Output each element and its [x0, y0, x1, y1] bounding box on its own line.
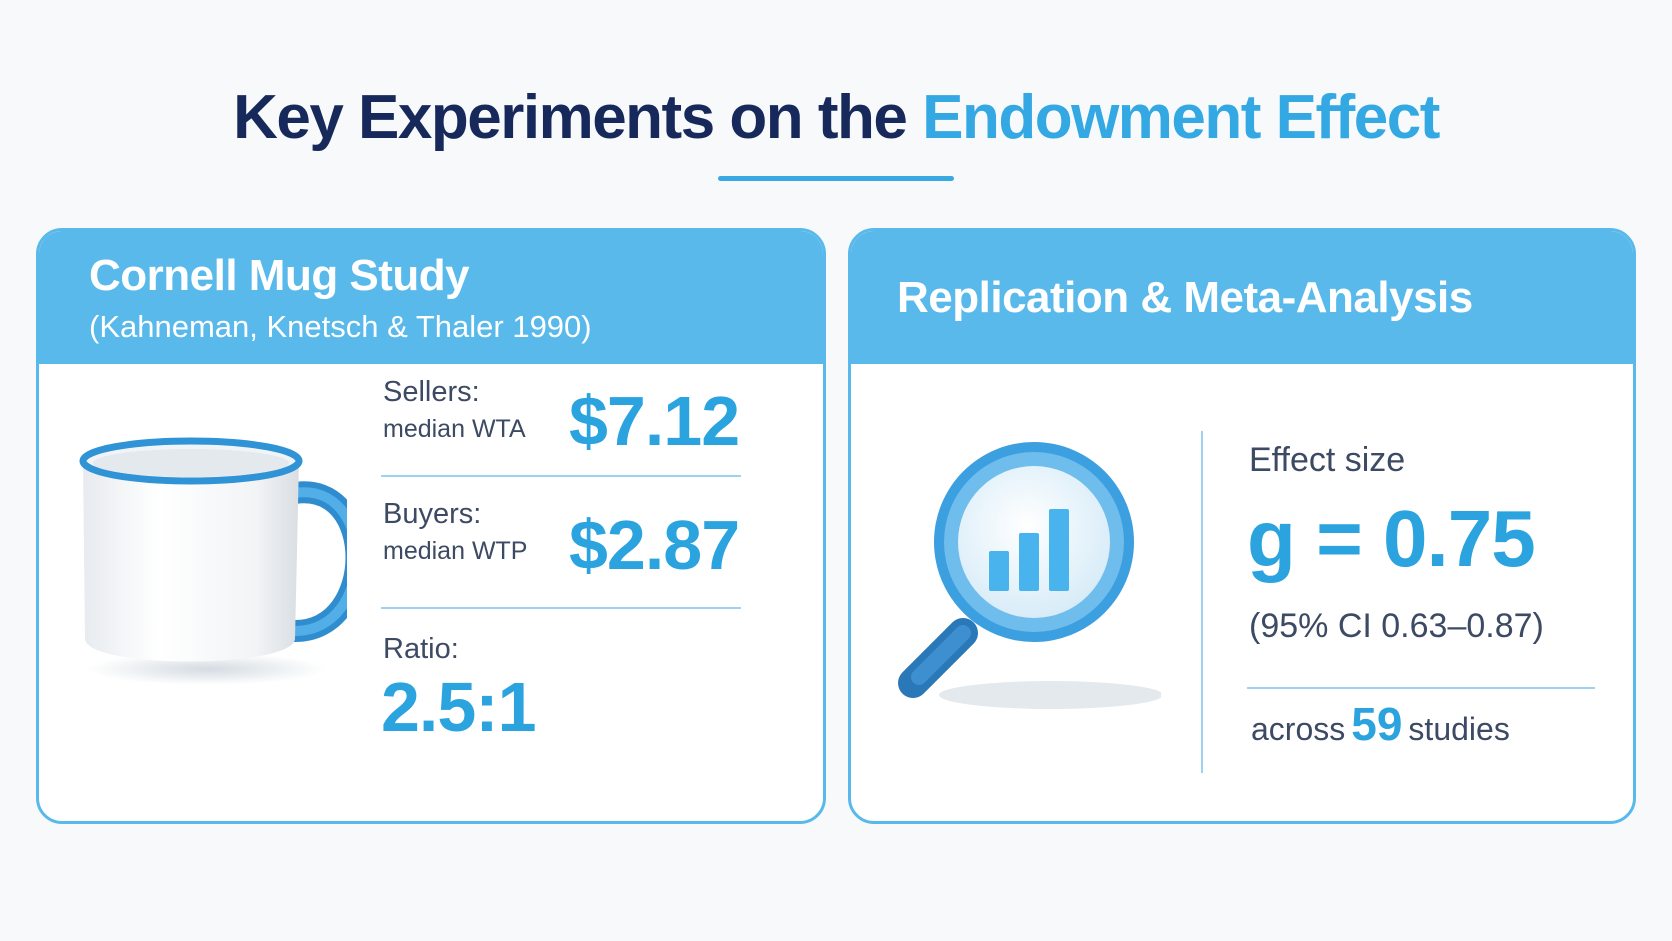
replication-meta-analysis-card: Replication & Meta-Analysis Effect size …	[848, 228, 1636, 824]
sellers-value: $7.12	[569, 382, 740, 460]
buyers-value: $2.87	[569, 506, 740, 584]
ratio-value: 2.5:1	[381, 668, 537, 746]
study-count-line: across 59 studies	[1251, 697, 1510, 751]
card-title: Cornell Mug Study	[89, 251, 470, 300]
study-count: 59	[1351, 698, 1403, 750]
card-subtitle: (Kahneman, Knetsch & Thaler 1990)	[89, 309, 592, 344]
title-underline	[718, 176, 954, 181]
divider	[381, 475, 741, 477]
confidence-interval: (95% CI 0.63–0.87)	[1249, 607, 1544, 645]
card-header: Cornell Mug Study (Kahneman, Knetsch & T…	[39, 231, 823, 364]
across-prefix: across	[1251, 711, 1346, 747]
divider	[381, 607, 741, 609]
buyers-sublabel: median WTP	[383, 537, 528, 565]
effect-size-label: Effect size	[1249, 441, 1406, 479]
magnifier-chart-icon	[898, 442, 1161, 709]
card-title: Replication & Meta-Analysis	[897, 273, 1473, 322]
sellers-sublabel: median WTA	[383, 415, 526, 443]
sellers-label: Sellers:	[383, 376, 480, 408]
title-main: Key Experiments on the	[233, 83, 923, 152]
mug-icon	[79, 437, 347, 685]
vertical-divider	[1201, 431, 1203, 773]
cornell-mug-study-card: Cornell Mug Study (Kahneman, Knetsch & T…	[36, 228, 826, 824]
title-highlight: Endowment Effect	[922, 83, 1440, 152]
page-title: Key Experiments on the Endowment Effect	[0, 82, 1672, 153]
divider	[1247, 687, 1595, 689]
card-header: Replication & Meta-Analysis	[851, 231, 1633, 364]
across-suffix: studies	[1408, 711, 1510, 747]
ratio-label: Ratio:	[383, 633, 459, 665]
buyers-label: Buyers:	[383, 498, 482, 530]
effect-size-value: g = 0.75	[1247, 494, 1536, 583]
